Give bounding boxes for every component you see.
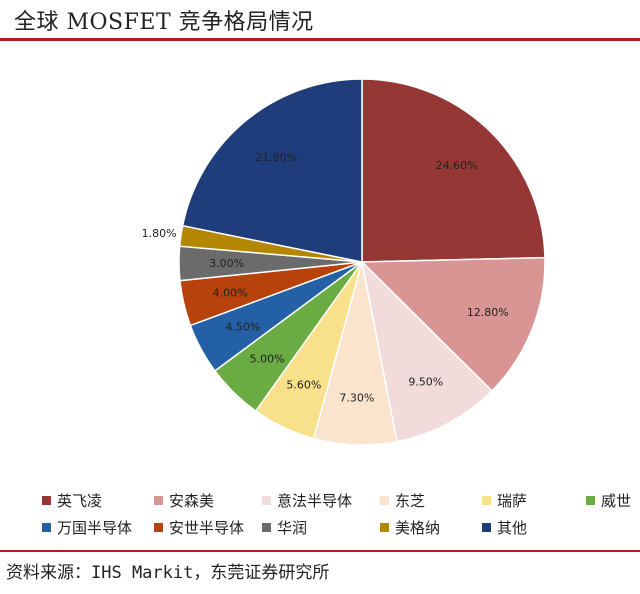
legend-swatch — [380, 523, 389, 532]
legend-label: 安森美 — [169, 492, 215, 510]
legend-item: 威世 — [586, 490, 631, 511]
data-label: 24.60% — [436, 159, 478, 172]
legend-swatch — [482, 496, 491, 505]
pie-slice — [360, 259, 493, 443]
legend-label: 万国半导体 — [57, 519, 133, 537]
legend-swatch — [586, 496, 595, 505]
chart-title: 全球 MOSFET 竞争格局情况 — [14, 10, 314, 35]
legend-label: 其他 — [497, 519, 528, 537]
legend-label: 安世半导体 — [169, 519, 245, 537]
legend-label: 东芝 — [395, 492, 426, 510]
legend-label: 威世 — [601, 492, 632, 510]
legend-label: 美格纳 — [395, 519, 441, 537]
legend-swatch — [262, 496, 271, 505]
legend-item: 万国半导体 — [42, 517, 132, 538]
data-label: 5.60% — [286, 378, 321, 391]
legend-swatch — [262, 523, 271, 532]
title-divider — [0, 38, 640, 41]
legend-item: 瑞萨 — [482, 490, 527, 511]
legend-item: 意法半导体 — [262, 490, 352, 511]
data-label: 1.80% — [142, 227, 177, 240]
data-label: 3.00% — [209, 257, 244, 270]
legend-item: 安世半导体 — [154, 517, 244, 538]
legend-item: 华润 — [262, 517, 307, 538]
legend-label: 意法半导体 — [277, 492, 353, 510]
source-divider — [0, 550, 640, 552]
legend-item: 其他 — [482, 517, 527, 538]
legend-swatch — [380, 496, 389, 505]
chart-legend: 英飞凌 安森美 意法半导体 东芝 瑞萨 威世万国半导体 安世半导体 华润 美格纳 其他 — [0, 490, 640, 540]
legend-swatch — [154, 496, 163, 505]
pie-slice — [360, 256, 546, 392]
data-label: 12.80% — [467, 306, 509, 319]
legend-swatch — [42, 496, 51, 505]
pie-slice — [361, 78, 546, 263]
data-label: 5.00% — [250, 353, 285, 366]
source-note: 资料来源：IHS Markit，东莞证券研究所 — [6, 563, 330, 583]
legend-swatch — [42, 523, 51, 532]
data-label: 9.50% — [408, 375, 443, 388]
legend-item: 英飞凌 — [42, 490, 102, 511]
legend-item: 东芝 — [380, 490, 425, 511]
pie-slice — [181, 78, 363, 263]
legend-item: 安森美 — [154, 490, 214, 511]
legend-item: 美格纳 — [380, 517, 440, 538]
legend-swatch — [482, 523, 491, 532]
data-label: 4.50% — [225, 320, 260, 333]
data-label: 7.30% — [339, 391, 374, 404]
legend-swatch — [154, 523, 163, 532]
legend-label: 瑞萨 — [497, 492, 528, 510]
legend-label: 英飞凌 — [57, 492, 103, 510]
data-label: 4.00% — [213, 287, 248, 300]
pie-chart: 24.60% 12.80% 9.50% 7.30% 5.60%5.00% 4.50% 4.0… — [142, 78, 546, 446]
data-label: 21.80% — [255, 151, 297, 164]
legend-label: 华润 — [277, 519, 308, 537]
